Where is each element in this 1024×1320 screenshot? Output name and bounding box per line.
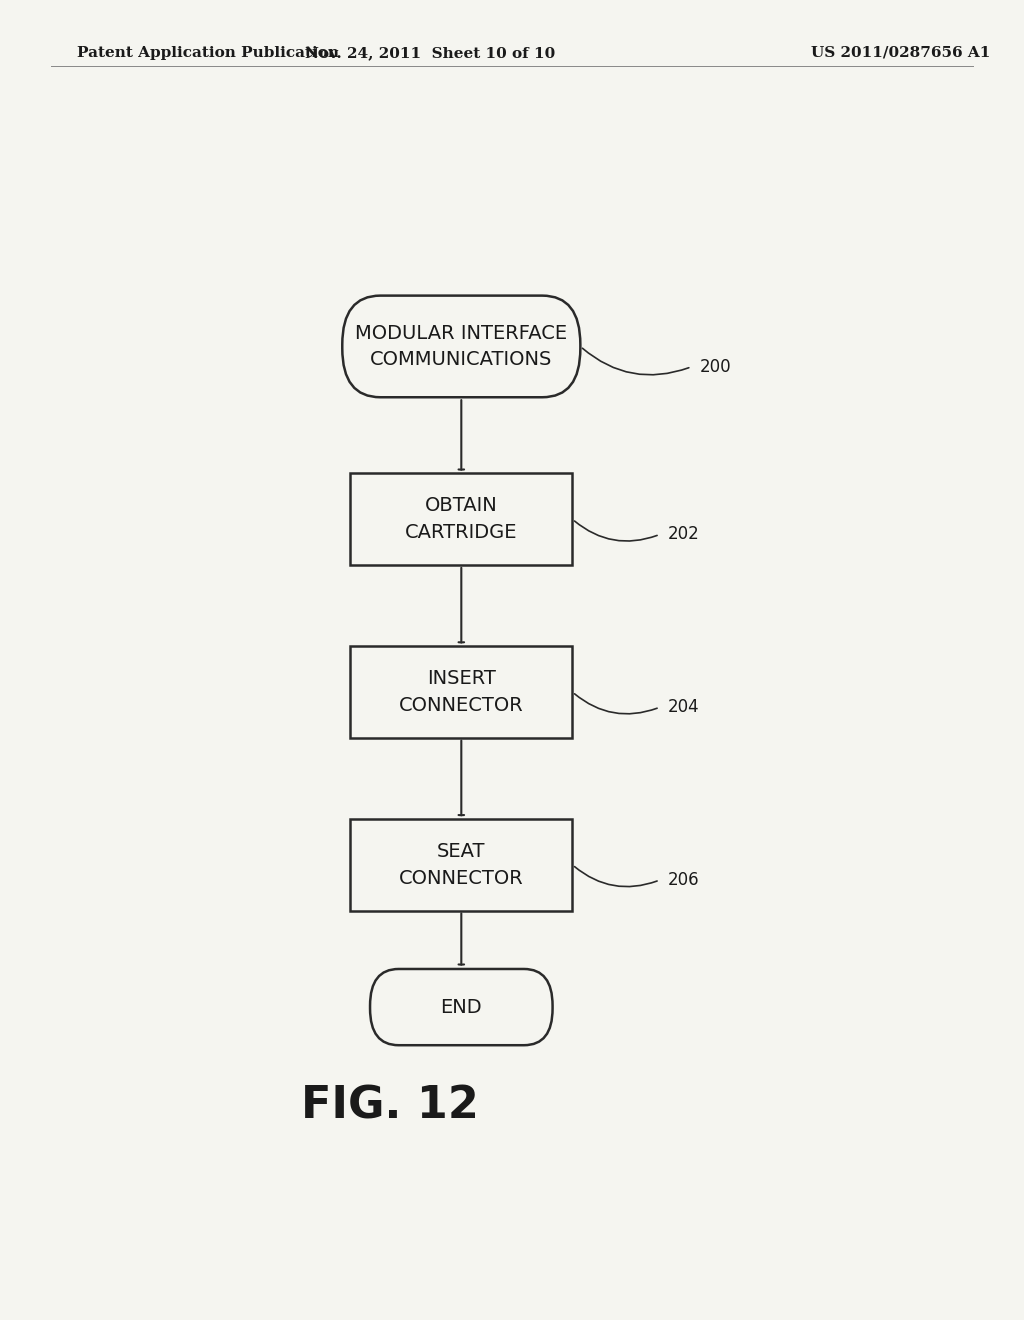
- Text: FIG. 12: FIG. 12: [301, 1084, 479, 1127]
- FancyBboxPatch shape: [342, 296, 581, 397]
- Text: Patent Application Publication: Patent Application Publication: [77, 46, 339, 59]
- Text: 206: 206: [668, 871, 699, 890]
- Text: Nov. 24, 2011  Sheet 10 of 10: Nov. 24, 2011 Sheet 10 of 10: [305, 46, 555, 59]
- Text: 204: 204: [668, 698, 699, 717]
- Text: 200: 200: [699, 358, 731, 376]
- Text: OBTAIN
CARTRIDGE: OBTAIN CARTRIDGE: [406, 496, 517, 543]
- Text: 202: 202: [668, 525, 699, 544]
- FancyBboxPatch shape: [370, 969, 553, 1045]
- Text: END: END: [440, 998, 482, 1016]
- Text: SEAT
CONNECTOR: SEAT CONNECTOR: [399, 842, 523, 887]
- Bar: [350, 818, 572, 911]
- Bar: [350, 474, 572, 565]
- Bar: [350, 647, 572, 738]
- Text: US 2011/0287656 A1: US 2011/0287656 A1: [811, 46, 991, 59]
- Text: MODULAR INTERFACE
COMMUNICATIONS: MODULAR INTERFACE COMMUNICATIONS: [355, 323, 567, 370]
- Text: INSERT
CONNECTOR: INSERT CONNECTOR: [399, 669, 523, 714]
